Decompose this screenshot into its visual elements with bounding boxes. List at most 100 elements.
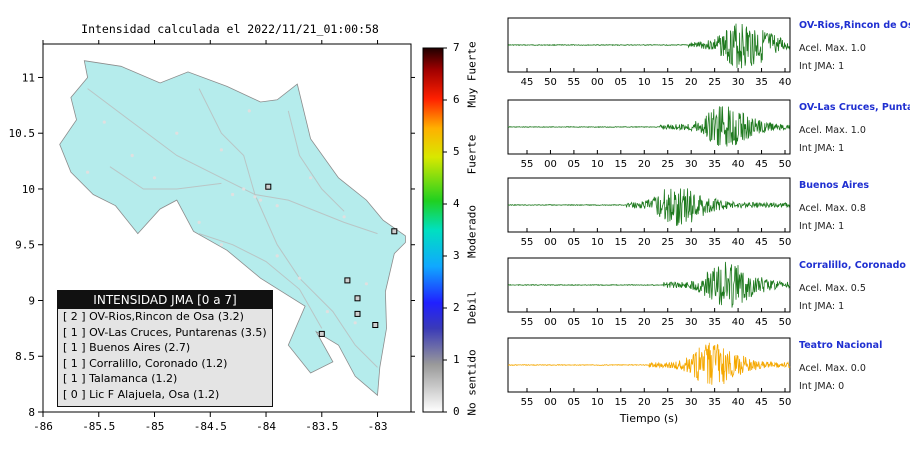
time-tick-label: 35 xyxy=(708,159,721,170)
time-axis-label: Tiempo (s) xyxy=(619,412,678,425)
colorbar-tick-label: 4 xyxy=(453,197,460,210)
town-dot-18 xyxy=(152,176,157,180)
legend-level: [ 1 ] xyxy=(63,372,86,385)
time-tick-label: 45 xyxy=(755,159,768,170)
waveform-trace xyxy=(507,342,791,385)
time-tick-label: 05 xyxy=(568,159,581,170)
y-tick-label: 9.5 xyxy=(15,239,35,252)
legend-label: Lic F Alajuela, Osa (1.2) xyxy=(85,387,220,401)
x-tick-label: -83.5 xyxy=(305,420,338,433)
colorbar-category: Fuerte xyxy=(465,134,479,175)
time-tick-label: 20 xyxy=(638,317,651,328)
legend-row: [ 1 ] Corralillo, Coronado (1.2) xyxy=(58,356,272,372)
colorbar-tick-label: 5 xyxy=(453,145,460,158)
station-acc: Acel. Max. 0.8 xyxy=(799,203,866,214)
town-dot-1 xyxy=(242,187,246,191)
time-tick-label: 30 xyxy=(685,237,698,248)
legend-level: [ 1 ] xyxy=(63,341,86,354)
town-dot-3 xyxy=(231,192,235,197)
time-tick-label: 50 xyxy=(544,77,557,88)
legend-label: OV-Las Cruces, Puntarenas (3.5) xyxy=(85,325,267,339)
town-dot-15 xyxy=(297,276,302,280)
time-tick-label: 25 xyxy=(661,317,674,328)
x-tick-label: -84 xyxy=(256,420,276,433)
town-dot-12 xyxy=(197,220,201,224)
time-tick-label: 45 xyxy=(755,397,768,408)
seismogram-panel: 55 00 05 10 15 20 25 30 35 40 45 50 Tiempo (s) xyxy=(507,337,792,425)
y-tick-label: 10.5 xyxy=(9,127,36,140)
legend-row: [ 0 ] Lic F Alajuela, Osa (1.2) xyxy=(58,387,272,403)
station-name: OV-Las Cruces, Puntaren xyxy=(799,102,910,113)
x-tick-label: -86 xyxy=(33,420,53,433)
time-tick-label: 55 xyxy=(521,237,534,248)
time-tick-label: 40 xyxy=(732,237,745,248)
station-marker-0 xyxy=(265,183,272,190)
station-marker-3 xyxy=(354,295,361,302)
time-tick-label: 30 xyxy=(685,317,698,328)
time-tick-label: 30 xyxy=(685,159,698,170)
legend-row: [ 1 ] Talamanca (1.2) xyxy=(58,371,272,387)
time-tick-label: 10 xyxy=(591,317,604,328)
road-line-2 xyxy=(109,166,222,190)
station-name: OV-Rios,Rincon de Osa xyxy=(799,20,910,31)
intensity-legend: INTENSIDAD JMA [0 a 7] [ 2 ] OV-Rios,Rin… xyxy=(57,290,273,407)
y-tick-label: 9 xyxy=(28,294,35,307)
time-tick-label: 05 xyxy=(614,77,627,88)
station-acc: Acel. Max. 0.5 xyxy=(799,283,866,294)
legend-rows: [ 2 ] OV-Rios,Rincon de Osa (3.2) [ 1 ] O… xyxy=(58,309,272,402)
legend-label: Buenos Aires (2.7) xyxy=(85,341,191,354)
legend-title: INTENSIDAD JMA [0 a 7] xyxy=(58,291,272,309)
town-dot-2 xyxy=(258,198,263,202)
y-tick-label: 11 xyxy=(22,71,35,84)
colorbar-category: Debil xyxy=(465,290,479,325)
time-tick-label: 25 xyxy=(661,397,674,408)
colorbar-tick-label: 3 xyxy=(453,249,460,262)
time-tick-label: 05 xyxy=(568,237,581,248)
colorbar-tick-label: 0 xyxy=(453,405,460,418)
time-tick-label: 15 xyxy=(614,397,627,408)
time-tick-label: 25 xyxy=(661,237,674,248)
time-tick-label: 30 xyxy=(685,397,698,408)
time-tick-label: 00 xyxy=(544,237,557,248)
time-tick-label: 20 xyxy=(638,237,651,248)
time-tick-label: 55 xyxy=(568,77,581,88)
time-tick-label: 50 xyxy=(779,397,792,408)
town-dot-19 xyxy=(247,109,251,113)
time-tick-label: 50 xyxy=(779,317,792,328)
time-tick-label: 10 xyxy=(638,77,651,88)
legend-label: OV-Rios,Rincon de Osa (3.2) xyxy=(85,310,244,323)
station-int: Int JMA: 1 xyxy=(799,301,845,312)
legend-level: [ 1 ] xyxy=(63,325,86,339)
colorbar-category: Moderado xyxy=(465,205,479,258)
time-tick-label: 45 xyxy=(521,77,534,88)
town-dot-7 xyxy=(130,153,134,158)
time-tick-label: 40 xyxy=(779,77,792,88)
station-int: Int JMA: 1 xyxy=(799,61,845,72)
town-dot-21 xyxy=(353,321,357,325)
road-line-3 xyxy=(198,88,256,195)
road-line-4 xyxy=(287,110,345,212)
station-name: Teatro Nacional xyxy=(799,340,883,351)
station-acc: Acel. Max. 0.0 xyxy=(799,363,866,374)
town-dot-5 xyxy=(275,204,279,208)
time-tick-label: 00 xyxy=(544,397,557,408)
legend-level: [ 2 ] xyxy=(63,310,86,323)
costa-rica-land xyxy=(59,60,406,397)
seismogram-panel: 55 00 05 10 15 20 25 30 35 40 45 50 xyxy=(507,257,792,328)
town-dot-14 xyxy=(275,254,279,258)
time-tick-label: 30 xyxy=(732,77,745,88)
time-tick-label: 20 xyxy=(685,77,698,88)
time-tick-label: 35 xyxy=(708,397,721,408)
seismogram-panel: 45 50 55 00 05 10 15 20 25 30 35 40 xyxy=(507,17,792,88)
time-tick-label: 50 xyxy=(779,237,792,248)
station-name: Corralillo, Coronado xyxy=(799,260,906,271)
seismogram-panel: 55 00 05 10 15 20 25 30 35 40 45 50 xyxy=(507,177,792,248)
legend-row: [ 1 ] OV-Las Cruces, Puntarenas (3.5) xyxy=(58,325,272,341)
colorbar-tick-label: 1 xyxy=(453,353,460,366)
waveform-trace xyxy=(508,261,791,308)
time-tick-label: 10 xyxy=(591,397,604,408)
legend-level: [ 0 ] xyxy=(63,387,86,401)
station-int: Int JMA: 1 xyxy=(799,143,845,154)
town-dot-17 xyxy=(86,170,90,174)
